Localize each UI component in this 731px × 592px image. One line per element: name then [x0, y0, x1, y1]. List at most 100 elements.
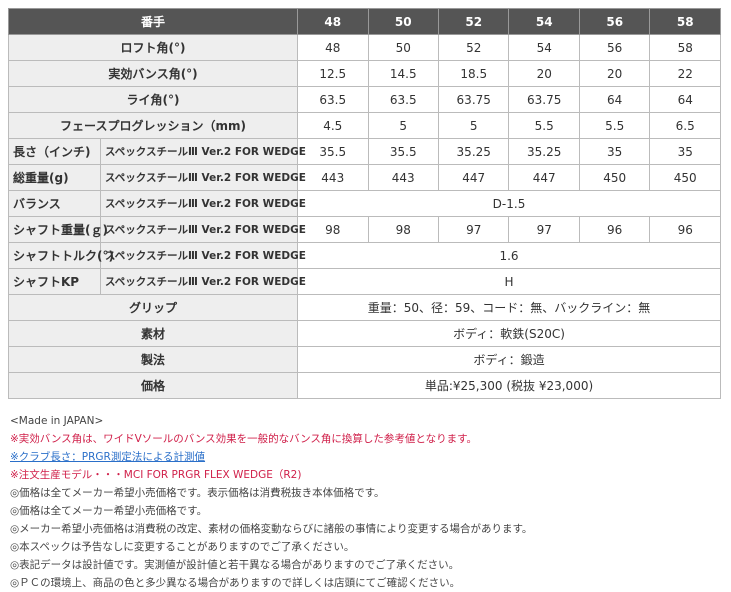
lie-value: 63.75 — [508, 86, 580, 113]
weight-value: 447 — [437, 164, 510, 191]
note-made-in: <Made in JAPAN> — [10, 415, 104, 427]
torque-shaft: スペックスチールⅢ Ver.2 FOR WEDGE — [99, 242, 306, 269]
loft-value: 50 — [367, 34, 439, 61]
row-grip: グリップ 重量：50、径：59、コード：無、バックライン：無 — [7, 294, 721, 321]
fp-value: 4.5 — [297, 112, 369, 139]
row-price: 価格 単品:¥25,300 (税抜 ¥23,000) — [7, 372, 721, 399]
shaft_weight-value: 96 — [649, 216, 721, 243]
spec-table: 番手 48 50 52 54 56 58 ロフト角(°) 48 50 52 54 56 58 実効バンス角(… — [7, 8, 721, 399]
row-balance: バランス スペックスチールⅢ Ver.2 FOR WEDGE D-1.5 — [8, 190, 721, 217]
length-value: 35 — [649, 138, 721, 165]
row-weight: 総重量(g) スペックスチールⅢ Ver.2 FOR WEDGE 443 443 447… — [8, 164, 721, 191]
length-value: 35.25 — [437, 138, 510, 165]
length-value: 35.5 — [367, 138, 439, 165]
shaft_weight-value: 96 — [578, 216, 651, 243]
loft-value: 48 — [297, 34, 369, 61]
loft-value: 56 — [578, 34, 651, 61]
weight-shaft: スペックスチールⅢ Ver.2 FOR WEDGE — [99, 164, 306, 191]
note-length-link[interactable]: ※クラブ長さ：PRGR測定法による計測値 — [10, 451, 206, 463]
row-kp: シャフトKP スペックスチールⅢ Ver.2 FOR WEDGE H — [8, 268, 721, 295]
bounce-value: 18.5 — [437, 60, 510, 87]
fp-value: 5.5 — [508, 112, 580, 139]
method-value: ボディ：鍛造 — [297, 346, 721, 373]
shaft_weight-value: 97 — [437, 216, 510, 243]
length-label: 長さ（インチ) — [8, 138, 101, 165]
shaft_weight-value: 97 — [508, 216, 580, 243]
note-bounce: ※実効バンス角は、ワイドVソールのバンス効果を一般的なバンス角に換算した参考値と… — [10, 433, 478, 445]
torque-label: シャフトトルク(°) — [8, 242, 114, 269]
loft-label: ロフト角(°) — [7, 34, 299, 61]
weight-label: 総重量(g) — [8, 164, 101, 191]
loft-value: 52 — [437, 34, 510, 61]
grip-value: 重量：50、径：59、コード：無、バックライン：無 — [297, 294, 721, 321]
model-52: 52 — [437, 8, 510, 35]
balance-value: D-1.5 — [297, 190, 721, 217]
note-price-2: ◎価格は全てメーカー希望小売価格です。 — [10, 505, 208, 517]
bounce-label: 実効バンス角(°) — [7, 60, 299, 87]
row-shaft_weight: シャフト重量(ｇ) スペックスチールⅢ Ver.2 FOR WEDGE 98 98 97… — [8, 216, 721, 243]
weight-value: 443 — [367, 164, 439, 191]
fp-value: 5 — [437, 112, 510, 139]
length-value: 35.25 — [508, 138, 580, 165]
fp-label: フェースプログレッション（mm) — [7, 112, 299, 139]
row-loft: ロフト角(°) 48 50 52 54 56 58 — [7, 34, 721, 61]
price-value: 単品:¥25,300 (税抜 ¥23,000) — [297, 372, 721, 399]
price-label: 価格 — [7, 372, 299, 399]
lie-label: ライ角(°) — [7, 86, 299, 113]
bounce-value: 14.5 — [367, 60, 439, 87]
balance-shaft: スペックスチールⅢ Ver.2 FOR WEDGE — [99, 190, 306, 217]
row-length: 長さ（インチ) スペックスチールⅢ Ver.2 FOR WEDGE 35.5 35.5… — [8, 138, 721, 165]
loft-value: 54 — [508, 34, 580, 61]
lie-value: 64 — [578, 86, 651, 113]
method-label: 製法 — [7, 346, 299, 373]
balance-label: バランス — [8, 190, 101, 217]
lie-value: 63.5 — [367, 86, 439, 113]
bounce-value: 12.5 — [297, 60, 369, 87]
bounce-value: 20 — [508, 60, 580, 87]
bounce-value: 20 — [578, 60, 651, 87]
fp-value: 6.5 — [649, 112, 721, 139]
notes: <Made in JAPAN> ※実効バンス角は、ワイドVソールのバンス効果を一… — [10, 412, 532, 592]
row-material: 素材 ボディ：軟鉄(S20C) — [7, 320, 721, 347]
weight-value: 450 — [649, 164, 721, 191]
kp-label: シャフトKP — [8, 268, 101, 295]
model-48: 48 — [297, 8, 369, 35]
loft-value: 58 — [649, 34, 721, 61]
lie-value: 64 — [649, 86, 721, 113]
shaft_weight-value: 98 — [297, 216, 369, 243]
shaft_weight-value: 98 — [367, 216, 439, 243]
note-price-1: ◎価格は全てメーカー希望小売価格です。表示価格は消費税抜き本体価格です。 — [10, 487, 385, 499]
header-row: 番手 48 50 52 54 56 58 — [7, 8, 721, 35]
shaft_weight-shaft: スペックスチールⅢ Ver.2 FOR WEDGE — [99, 216, 306, 243]
material-value: ボディ：軟鉄(S20C) — [297, 320, 721, 347]
torque-value: 1.6 — [297, 242, 721, 269]
fp-value: 5.5 — [578, 112, 651, 139]
note-custom-order: ※注文生産モデル・・・MCI FOR PRGR FLEX WEDGE（R2) — [10, 469, 302, 481]
kp-shaft: スペックスチールⅢ Ver.2 FOR WEDGE — [99, 268, 306, 295]
header-label: 番手 — [7, 8, 299, 35]
kp-value: H — [297, 268, 721, 295]
material-label: 素材 — [7, 320, 299, 347]
lie-value: 63.75 — [437, 86, 510, 113]
note-color: ◎ＰＣの環境上、商品の色と多少異なる場合がありますので詳しくは店頭にてご確認くだ… — [10, 577, 461, 589]
row-lie: ライ角(°) 63.5 63.5 63.75 63.75 64 64 — [7, 86, 721, 113]
note-design-values: ◎表記データは設計値です。実測値が設計値と若干異なる場合がありますのでご了承くだ… — [10, 559, 460, 571]
fp-value: 5 — [367, 112, 439, 139]
model-56: 56 — [578, 8, 651, 35]
weight-value: 443 — [297, 164, 369, 191]
model-58: 58 — [649, 8, 721, 35]
model-54: 54 — [508, 8, 580, 35]
row-bounce: 実効バンス角(°) 12.5 14.5 18.5 20 20 22 — [7, 60, 721, 87]
note-spec-change: ◎本スペックは予告なしに変更することがありますのでご了承ください。 — [10, 541, 355, 553]
note-price-change: ◎メーカー希望小売価格は消費税の改定、素材の価格変動ならびに諸般の事情により変更… — [10, 523, 533, 535]
weight-value: 450 — [578, 164, 651, 191]
shaft_weight-label: シャフト重量(ｇ) — [8, 216, 108, 243]
length-shaft: スペックスチールⅢ Ver.2 FOR WEDGE — [99, 138, 306, 165]
row-method: 製法 ボディ：鍛造 — [7, 346, 721, 373]
row-fp: フェースプログレッション（mm) 4.5 5 5 5.5 5.5 6.5 — [7, 112, 721, 139]
length-value: 35.5 — [297, 138, 369, 165]
bounce-value: 22 — [649, 60, 721, 87]
grip-label: グリップ — [7, 294, 299, 321]
model-50: 50 — [367, 8, 439, 35]
length-value: 35 — [578, 138, 651, 165]
